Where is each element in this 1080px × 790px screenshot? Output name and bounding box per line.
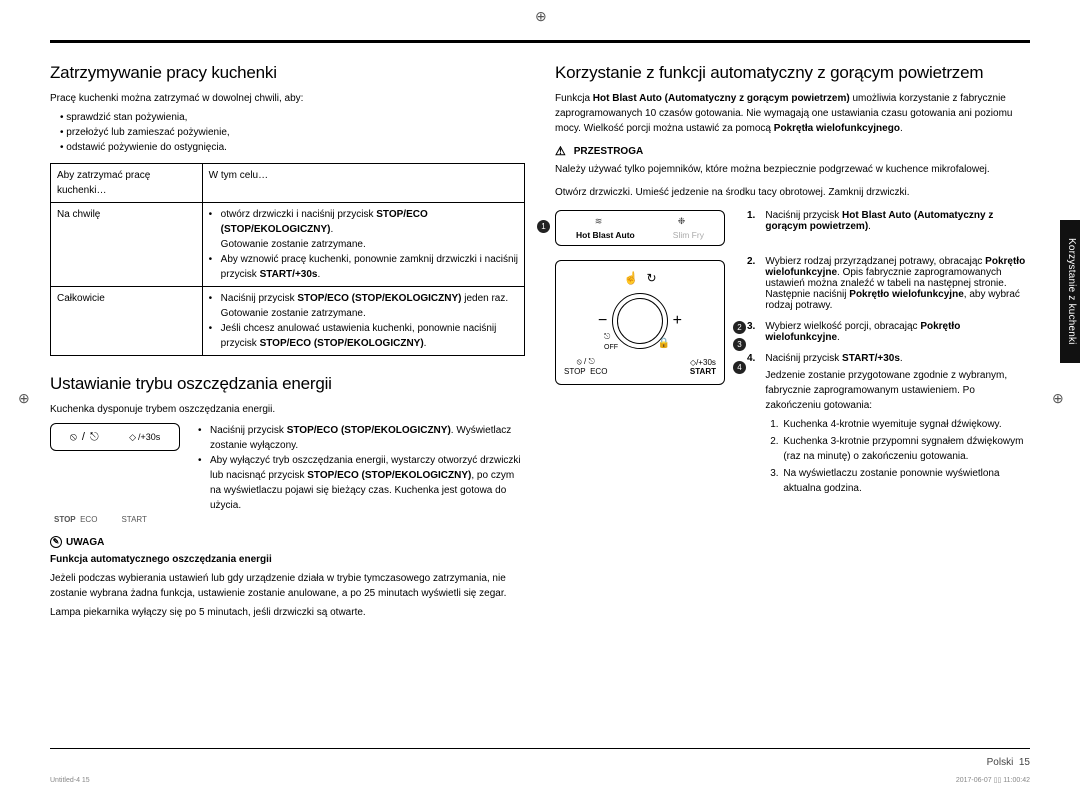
right-heading: Korzystanie z funkcji automatyczny z gor…: [555, 63, 1030, 83]
note-icon: ✎: [50, 536, 62, 548]
rotate-icon: ↻: [646, 271, 656, 285]
energy-panel-wrap: ⦸ / ⎋ ◇/+30s Naciśnij przycisk STOP/ECO …: [50, 423, 525, 513]
step-num: 2.: [747, 256, 755, 311]
list-item: Naciśnij przycisk STOP/ECO (STOP/EKOLOGI…: [198, 423, 525, 453]
warning-body: Należy używać tylko pojemników, które mo…: [555, 162, 1030, 177]
step-row: 4. Naciśnij przycisk START/+30s. Jedzeni…: [747, 353, 1030, 498]
right-intro: Funkcja Hot Blast Auto (Automatyczny z g…: [555, 91, 1030, 136]
step-after: Jedzenie zostanie przygotowane zgodnie z…: [765, 368, 1030, 413]
right-column: Korzystanie z funkcji automatyczny z gor…: [555, 63, 1030, 624]
hotblast-icon: ≋: [595, 216, 603, 227]
lock-icon: 🔒: [658, 338, 670, 349]
hand-icon: ☝: [623, 271, 638, 285]
footer-page: 15: [1019, 757, 1030, 768]
step-num: 1.: [747, 210, 755, 232]
energy-list: Naciśnij przycisk STOP/ECO (STOP/EKOLOGI…: [198, 423, 525, 513]
list-item: Aby wyłączyć tryb oszczędzania energii, …: [198, 453, 525, 513]
step-tag-1: 1: [537, 220, 550, 233]
crop-mark-top: ⊕: [535, 8, 545, 18]
crop-mark-right: ⊕: [1052, 390, 1062, 400]
step-num: 3.: [747, 321, 755, 343]
minus-icon: −: [598, 312, 607, 330]
table-header: W tym celu…: [202, 164, 524, 203]
page-content: Zatrzymywanie pracy kuchenki Pracę kuche…: [50, 40, 1030, 624]
left-column: Zatrzymywanie pracy kuchenki Pracę kuche…: [50, 63, 525, 624]
mode-label: Hot Blast Auto: [576, 230, 635, 240]
table-cell: otwórz drzwiczki i naciśnij przycisk STO…: [202, 203, 524, 287]
list-item: przełożyć lub zamieszać pożywienie,: [60, 125, 525, 140]
warning-icon: [555, 144, 570, 158]
left-heading-1: Zatrzymywanie pracy kuchenki: [50, 63, 525, 83]
stop-eco-icon: ⦸ / ⎋: [70, 431, 100, 444]
off-label: ⎋OFF: [604, 332, 618, 351]
step-tag-3: 3: [733, 338, 746, 351]
note-body-2: Lampa piekarnika wyłączy się po 5 minuta…: [50, 605, 525, 620]
mode-panel-illustration: ≋ ❉ Hot Blast Auto Slim Fry: [555, 210, 725, 246]
steps-col: 1. Naciśnij przycisk Hot Blast Auto (Aut…: [747, 210, 1030, 508]
footer-meta-left: Untitled-4 15: [50, 777, 90, 784]
table-header: Aby zatrzymać pracę kuchenki…: [51, 164, 203, 203]
note-head: UWAGA: [66, 537, 104, 548]
energy-intro: Kuchenka dysponuje trybem oszczędzania e…: [50, 402, 525, 417]
step-row: 2. Wybierz rodzaj przyrządzanej potrawy,…: [747, 256, 1030, 311]
control-panel-illustration: ⦸ / ⎋ ◇/+30s: [50, 423, 180, 451]
note-block: ✎ UWAGA Funkcja automatycznego oszczędzan…: [50, 536, 525, 620]
list-item: sprawdzić stan pożywienia,: [60, 110, 525, 125]
open-door-instr: Otwórz drzwiczki. Umieść jedzenie na śro…: [555, 185, 1030, 200]
warning-head: PRZESTROGA: [555, 144, 1030, 158]
table-cell: Całkowicie: [51, 287, 203, 356]
left-intro: Pracę kuchenki można zatrzymać w dowolne…: [50, 91, 525, 106]
list-item: odstawić pożywienie do ostygnięcia.: [60, 140, 525, 155]
step-num: 4.: [747, 353, 755, 498]
list-item: Na wyświetlaczu zostanie ponownie wyświe…: [781, 466, 1030, 496]
instruction-table: Aby zatrzymać pracę kuchenki… W tym celu…: [50, 163, 525, 356]
stop-eco-icon: ⦸ / ⎋: [577, 357, 595, 366]
step-tag-4: 4: [733, 361, 746, 374]
note-subhead: Funkcja automatycznego oszczędzania ener…: [50, 554, 272, 565]
plus30-label: /+30s: [138, 432, 160, 442]
slimfry-icon: ❉: [678, 216, 686, 227]
plus-icon: +: [673, 312, 682, 330]
list-item: Kuchenka 4-krotnie wyemituje sygnał dźwi…: [781, 417, 1030, 432]
page-footer: Polski 15: [50, 748, 1030, 768]
start-icon: ◇: [129, 432, 136, 443]
diagram-col: ≋ ❉ Hot Blast Auto Slim Fry 1 ☝↻: [555, 210, 725, 508]
left-heading-2: Ustawianie trybu oszczędzania energii: [50, 374, 525, 394]
right-main-row: ≋ ❉ Hot Blast Auto Slim Fry 1 ☝↻: [555, 210, 1030, 508]
side-tab: Korzystanie z kuchenki: [1060, 220, 1080, 363]
footer-lang: Polski: [987, 757, 1014, 768]
list-item: Kuchenka 3-krotnie przypomni sygnałem dź…: [781, 434, 1030, 464]
table-cell: Naciśnij przycisk STOP/ECO (STOP/EKOLOGI…: [202, 287, 524, 356]
note-body: Jeżeli podczas wybierania ustawień lub g…: [50, 571, 525, 601]
table-cell: Na chwilę: [51, 203, 203, 287]
step-tag-2: 2: [733, 321, 746, 334]
crop-mark-left: ⊕: [18, 390, 28, 400]
step-row: 1. Naciśnij przycisk Hot Blast Auto (Aut…: [747, 210, 1030, 232]
left-intro-list: sprawdzić stan pożywienia, przełożyć lub…: [50, 110, 525, 155]
footer-meta-right: 2017-06-07 ▯▯ 11:00:42: [956, 776, 1030, 784]
step-sublist: Kuchenka 4-krotnie wyemituje sygnał dźwi…: [765, 417, 1030, 496]
dial-illustration: ☝↻ + − 🔒 ⎋OFF ⦸ / ⎋STOP ECO ◇/+30sSTART …: [555, 260, 725, 385]
step-row: 3. Wybierz wielkość porcji, obracając Po…: [747, 321, 1030, 343]
mode-label: Slim Fry: [673, 230, 704, 240]
